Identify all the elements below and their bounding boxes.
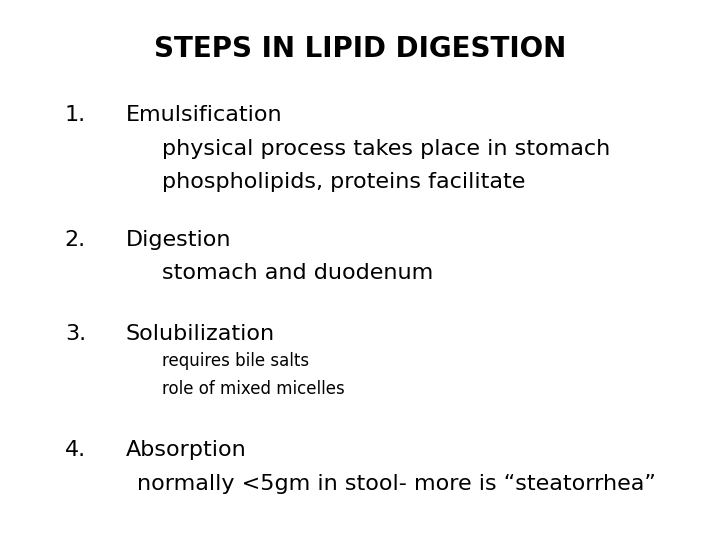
Text: physical process takes place in stomach: physical process takes place in stomach <box>162 139 611 159</box>
Text: 1.: 1. <box>65 105 86 125</box>
Text: role of mixed micelles: role of mixed micelles <box>162 380 345 398</box>
Text: requires bile salts: requires bile salts <box>162 352 309 370</box>
Text: 3.: 3. <box>65 324 86 344</box>
Text: phospholipids, proteins facilitate: phospholipids, proteins facilitate <box>162 172 526 192</box>
Text: 2.: 2. <box>65 230 86 249</box>
Text: STEPS IN LIPID DIGESTION: STEPS IN LIPID DIGESTION <box>154 35 566 63</box>
Text: Digestion: Digestion <box>126 230 232 249</box>
Text: Emulsification: Emulsification <box>126 105 283 125</box>
Text: Absorption: Absorption <box>126 440 247 460</box>
Text: stomach and duodenum: stomach and duodenum <box>162 263 433 283</box>
Text: normally <5gm in stool- more is “steatorrhea”: normally <5gm in stool- more is “steator… <box>137 474 656 494</box>
Text: Solubilization: Solubilization <box>126 324 275 344</box>
Text: 4.: 4. <box>65 440 86 460</box>
